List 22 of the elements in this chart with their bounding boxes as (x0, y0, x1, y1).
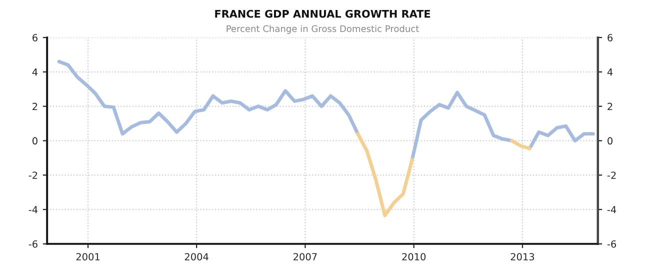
y2-tick-label: -4 (607, 206, 616, 214)
y2-tick-label: 0 (608, 137, 612, 145)
y-tick-label: 0 (32, 137, 38, 145)
x-tick-label: 2007 (294, 253, 317, 260)
y-tick-label: 2 (32, 102, 38, 110)
chart-subtitle: Percent Change in Gross Domestic Product (226, 25, 419, 34)
x-tick-label: 2004 (184, 253, 208, 260)
x-tick-label: 2001 (76, 253, 100, 260)
y2-tick-label: 2 (608, 102, 612, 110)
y-tick-label: -4 (28, 206, 38, 214)
y2-tick-label: -2 (607, 172, 616, 179)
y-tick-label: -6 (28, 240, 38, 248)
y-tick-label: -2 (28, 172, 38, 179)
line-series (356, 132, 414, 218)
x-tick-label: 2010 (402, 253, 426, 260)
y2-tick-label: 6 (608, 34, 613, 42)
y-tick-label: 6 (32, 34, 38, 42)
y2-tick-label: -6 (607, 240, 616, 248)
x-tick-label: 2013 (510, 253, 534, 260)
y2-tick-label: 4 (607, 68, 613, 76)
chart-title: FRANCE GDP ANNUAL GROWTH RATE (215, 10, 430, 18)
y-tick-label: 4 (32, 68, 38, 76)
